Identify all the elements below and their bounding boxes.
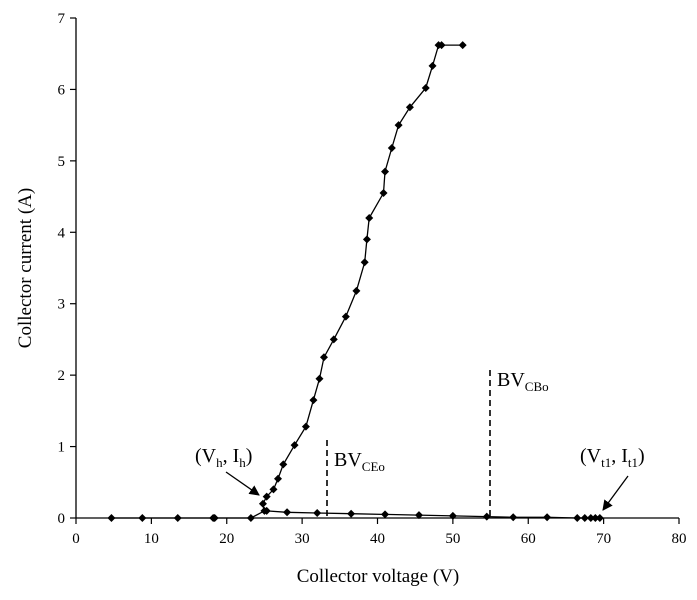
vh-ih-label: (Vh, Ih) <box>195 445 252 470</box>
series-0 <box>107 41 467 522</box>
x-tick-label: 40 <box>370 531 385 547</box>
data-point <box>394 121 403 130</box>
data-point <box>138 514 147 522</box>
axis-ticks <box>70 17 680 524</box>
data-point <box>362 235 371 244</box>
y-tick-label: 2 <box>58 368 66 384</box>
data-point <box>379 189 388 197</box>
x-tick-label: 20 <box>219 531 234 547</box>
y-tick-label: 6 <box>58 82 66 98</box>
data-point <box>210 514 219 522</box>
data-point <box>329 335 338 344</box>
data-point <box>315 374 324 383</box>
x-tick-label: 70 <box>596 531 611 547</box>
bv-ceo-annotation: BVCEo <box>326 440 385 518</box>
y-tick-label: 4 <box>58 225 66 241</box>
series-line <box>111 44 463 519</box>
data-point <box>414 511 423 520</box>
x-tick-label: 10 <box>144 531 159 547</box>
vh-ih-arrow <box>225 471 260 496</box>
data-point <box>283 508 292 517</box>
data-point <box>290 441 299 450</box>
data-point <box>173 514 182 522</box>
vt1-it1-arrow <box>602 475 629 511</box>
vt1-it1-label: (Vt1, It1) <box>580 445 645 470</box>
y-tick-label: 3 <box>58 297 66 313</box>
x-tick-label: 30 <box>295 531 310 547</box>
data-point <box>421 84 430 92</box>
data-point <box>448 511 457 520</box>
series-1 <box>262 506 604 522</box>
data-point <box>341 312 350 321</box>
data-point <box>387 144 396 152</box>
data-point <box>258 499 267 508</box>
data-point <box>405 103 414 112</box>
data-point <box>262 492 271 501</box>
data-point <box>246 514 255 522</box>
data-point <box>586 514 595 522</box>
x-tick-label: 0 <box>72 531 80 547</box>
y-tick-label: 0 <box>58 511 66 527</box>
bv-cbo-annotation: BVCBo <box>489 369 549 518</box>
data-point <box>262 506 271 515</box>
data-point <box>347 509 356 518</box>
vt1-it1-annotation: (Vt1, It1) <box>580 445 645 511</box>
y-axis-title: Collector current (A) <box>15 188 36 348</box>
data-point <box>269 485 278 494</box>
data-point <box>313 509 322 517</box>
data-point <box>543 513 552 522</box>
data-point <box>482 512 491 521</box>
data-point <box>595 514 604 522</box>
data-point <box>279 460 288 469</box>
data-point <box>352 286 361 295</box>
vh-ih-annotation: (Vh, Ih) <box>195 445 260 496</box>
data-point <box>437 41 446 50</box>
data-point <box>365 214 374 222</box>
series-layer <box>107 41 604 522</box>
data-point <box>360 258 369 267</box>
data-point <box>509 513 518 522</box>
data-point <box>309 396 318 405</box>
x-axis-title: Collector voltage (V) <box>297 566 460 587</box>
data-point <box>428 61 437 70</box>
axis-tick-labels: 0 10 20 30 40 50 60 70 80 0 1 2 3 4 5 6 7 <box>58 11 687 547</box>
x-tick-label: 60 <box>521 531 536 547</box>
data-point <box>573 514 582 522</box>
bv-ceo-label: BVCEo <box>334 449 385 474</box>
y-tick-label: 5 <box>58 154 66 170</box>
data-point <box>274 474 283 483</box>
bv-cbo-label: BVCBo <box>497 369 549 394</box>
y-tick-label: 7 <box>58 11 66 27</box>
data-point <box>580 514 589 522</box>
data-point <box>319 353 328 362</box>
data-point <box>591 514 600 522</box>
data-point <box>107 514 116 522</box>
y-tick-label: 1 <box>58 440 66 456</box>
data-point <box>458 41 467 50</box>
data-point <box>381 167 390 176</box>
x-tick-label: 50 <box>445 531 460 547</box>
data-point <box>381 510 390 519</box>
data-point <box>301 422 310 431</box>
x-tick-label: 80 <box>672 531 687 547</box>
